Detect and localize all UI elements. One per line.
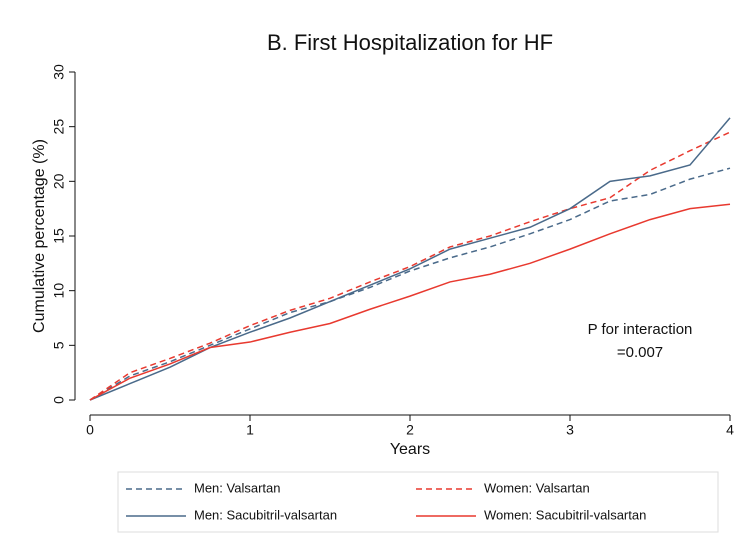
series-line [89,117,731,401]
y-tick-label: 10 [51,283,67,299]
y-axis-label: Cumulative percentage (%) [31,139,48,333]
annotation: =0.007 [617,344,663,361]
x-tick-label: 3 [566,422,574,438]
y-tick-label: 30 [51,64,67,80]
series-line [89,167,731,401]
series-line [89,203,731,401]
chart-title: B. First Hospitalization for HF [267,30,553,55]
x-tick-label: 4 [726,422,734,438]
legend-label: Women: Valsartan [484,480,590,495]
y-tick-label: 5 [51,341,67,349]
legend-box [117,471,719,533]
x-axis-label: Years [390,441,430,458]
y-tick-label: 25 [51,119,67,135]
x-tick-label: 2 [406,422,414,438]
legend-label: Men: Valsartan [194,480,280,495]
x-tick-label: 1 [246,422,254,438]
legend-label: Women: Sacubitril-valsartan [484,507,646,522]
legend-label: Men: Sacubitril-valsartan [194,507,337,522]
y-tick-label: 15 [51,228,67,244]
y-tick-label: 20 [51,173,67,189]
x-tick-label: 0 [86,422,94,438]
y-tick-label: 0 [51,396,67,404]
annotation: P for interaction [588,321,693,338]
